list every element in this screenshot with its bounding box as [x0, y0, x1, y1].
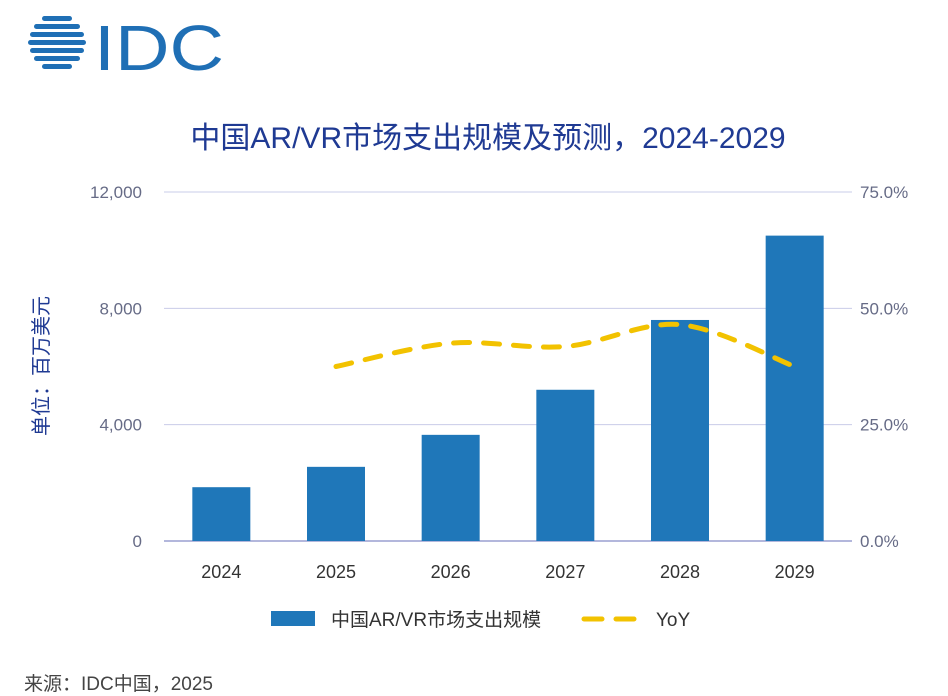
y-axis-right: 0.0% 25.0% 50.0% 75.0% [860, 183, 908, 551]
bar-series [192, 235, 824, 541]
x-tick-label: 2026 [431, 562, 471, 582]
legend-line-label: YoY [656, 610, 690, 631]
x-tick-label: 2029 [775, 562, 815, 582]
y-tick-label: 4,000 [99, 416, 142, 435]
x-axis: 2024 2025 2026 2027 2028 2029 [201, 562, 814, 582]
x-tick-label: 2027 [545, 562, 585, 582]
legend-bar-swatch [271, 611, 315, 626]
idc-logo: IDC [28, 12, 224, 78]
gridlines [164, 191, 852, 542]
bar-2027 [536, 389, 595, 541]
x-tick-label: 2025 [316, 562, 356, 582]
bar-2025 [307, 466, 365, 541]
source-note: 来源：IDC中国，2025 [24, 674, 213, 695]
logo-text: IDC [94, 12, 224, 78]
yoy-line [333, 321, 798, 369]
bar-2026 [421, 434, 480, 541]
y2-tick-label: 25.0% [860, 416, 908, 435]
y-tick-label: 12,000 [90, 183, 142, 202]
bar-2029 [765, 235, 824, 541]
y-axis-label: 单位：百万美元 [30, 296, 53, 436]
y-tick-label: 8,000 [99, 299, 142, 318]
x-tick-label: 2024 [201, 562, 241, 582]
legend-bar-label: 中国AR/VR市场支出规模 [331, 609, 541, 631]
x-tick-label: 2028 [660, 562, 700, 582]
y2-tick-label: 0.0% [860, 532, 899, 551]
y2-tick-label: 75.0% [860, 183, 908, 202]
bar-2028 [651, 319, 709, 541]
y-axis-left: 0 4,000 8,000 12,000 [90, 183, 142, 551]
y-tick-label: 0 [133, 532, 142, 551]
chart-title: 中国AR/VR市场支出规模及预测，2024-2029 [190, 122, 785, 155]
bar-2024 [192, 487, 251, 541]
y2-tick-label: 50.0% [860, 299, 908, 318]
legend: 中国AR/VR市场支出规模 YoY [271, 609, 690, 631]
